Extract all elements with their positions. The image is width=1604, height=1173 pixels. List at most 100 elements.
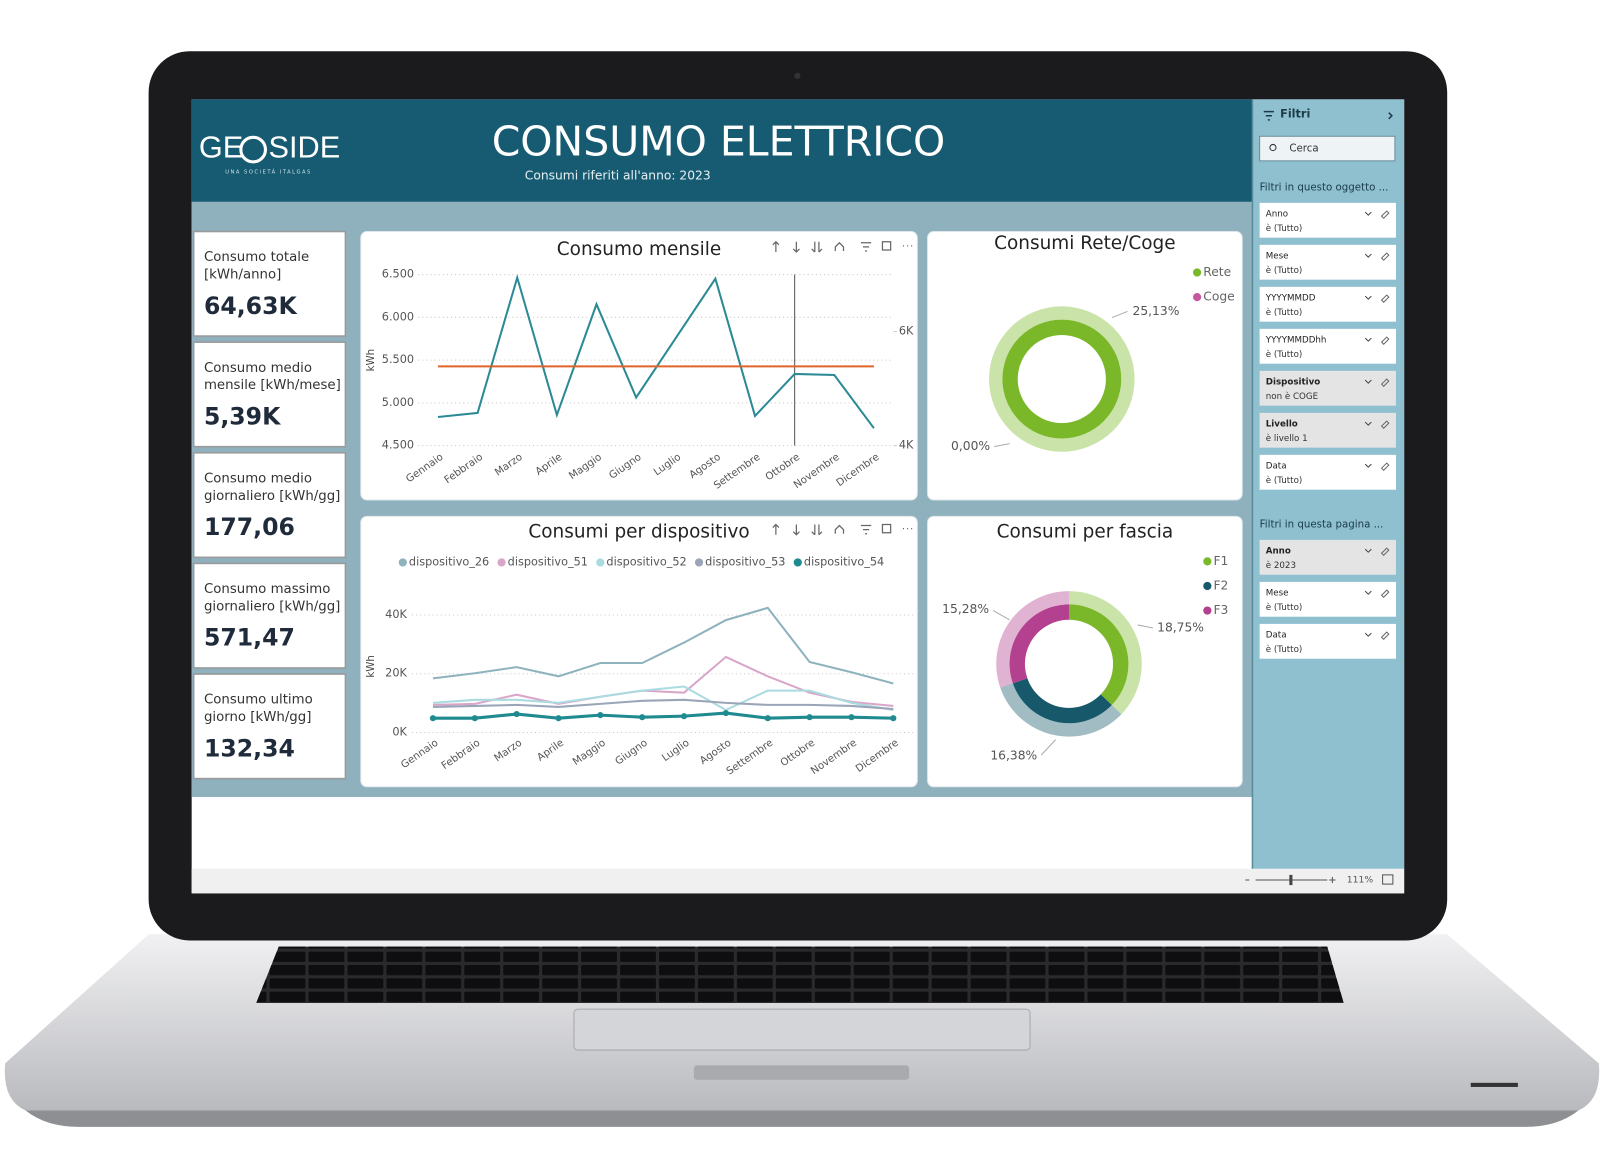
kpi-value: 571,47 xyxy=(204,624,295,652)
toolbar-icon[interactable] xyxy=(792,241,800,253)
filter-expand[interactable] xyxy=(1364,463,1372,468)
legend-label[interactable]: dispositivo_26 xyxy=(409,555,489,568)
dashboard-content: Consumo totale [kWh/anno] 64,63K Consumo me… xyxy=(192,202,1396,788)
toolbar-icon[interactable] xyxy=(772,240,780,253)
filter-card[interactable] xyxy=(1259,328,1396,364)
legend-label[interactable]: dispositivo_51 xyxy=(508,555,588,568)
filter-clear[interactable] xyxy=(1380,294,1390,303)
toolbar-icon[interactable] xyxy=(881,241,892,251)
filter-card[interactable] xyxy=(1259,623,1396,659)
y-axis-label: kWh xyxy=(365,655,377,678)
y-tick-label: 6.000 xyxy=(382,310,414,323)
legend-label[interactable]: Rete xyxy=(1203,265,1231,279)
series-line xyxy=(432,606,894,685)
filter-clear[interactable] xyxy=(1380,378,1390,387)
toolbar-icon[interactable] xyxy=(881,523,892,534)
collapse-button[interactable] xyxy=(1388,112,1393,120)
keys xyxy=(256,946,1344,1003)
filter-card[interactable] xyxy=(1259,581,1396,617)
toolbar-icon[interactable] xyxy=(811,241,823,253)
legend-label[interactable]: F3 xyxy=(1214,603,1229,617)
toolbar-icon[interactable] xyxy=(811,524,823,536)
filter-card[interactable] xyxy=(1259,286,1396,322)
filter-clear[interactable] xyxy=(1380,420,1390,429)
series-line xyxy=(432,655,894,707)
legend-marker xyxy=(793,558,802,567)
visual-toolbar[interactable] xyxy=(772,523,913,536)
filter-expand[interactable] xyxy=(1364,253,1372,258)
filter-card[interactable] xyxy=(1259,370,1396,406)
logo-left: GE xyxy=(199,130,243,165)
filter-card[interactable] xyxy=(1259,412,1396,448)
y-tick-label: 4.500 xyxy=(382,439,414,452)
legend-label[interactable]: dispositivo_53 xyxy=(705,555,785,568)
filter-expand[interactable] xyxy=(1364,632,1372,637)
toolbar-icon[interactable] xyxy=(834,524,845,534)
filter-condition: è livello 1 xyxy=(1266,433,1308,444)
filter-card[interactable] xyxy=(1259,244,1396,280)
dashboard-subtitle: Consumi riferiti all'anno: 2023 xyxy=(525,169,711,183)
legend-label[interactable]: F2 xyxy=(1214,578,1229,592)
filter-clear[interactable] xyxy=(1380,462,1390,471)
visual-toolbar[interactable] xyxy=(772,240,913,253)
toolbar-icon[interactable] xyxy=(860,524,872,535)
filter-clear[interactable] xyxy=(1380,631,1390,640)
filter-expand[interactable] xyxy=(1364,548,1372,553)
filter-condition: non è COGE xyxy=(1266,391,1318,402)
series-line xyxy=(432,685,894,712)
filter-expand[interactable] xyxy=(1364,337,1372,342)
filter-clear[interactable] xyxy=(1380,336,1390,345)
legend-label[interactable]: dispositivo_52 xyxy=(606,555,686,568)
trackpad xyxy=(573,1008,1031,1051)
kpi-value: 64,63K xyxy=(204,292,298,320)
legend-label[interactable]: dispositivo_54 xyxy=(804,555,884,568)
legend-marker xyxy=(497,558,506,567)
toolbar-icon[interactable] xyxy=(834,241,845,251)
filter-card[interactable] xyxy=(1259,454,1396,490)
kpi-card xyxy=(192,341,347,448)
chart-title: Consumo mensile xyxy=(557,239,721,260)
zoom-thumb[interactable] xyxy=(1289,874,1293,886)
donut-slice xyxy=(1068,604,1129,706)
filter-expand[interactable] xyxy=(1364,590,1372,595)
donut-slice-outer xyxy=(1068,591,1142,715)
toolbar-icon[interactable] xyxy=(860,242,872,252)
legend-label[interactable]: Coge xyxy=(1203,290,1234,304)
filter-expand[interactable] xyxy=(1364,421,1372,426)
label-leader xyxy=(1137,624,1154,629)
filter-clear[interactable] xyxy=(1380,547,1390,556)
filter-field: Mese xyxy=(1266,589,1289,599)
kpi-value: 177,06 xyxy=(204,513,295,541)
filter-clear[interactable] xyxy=(1380,589,1390,598)
series-line xyxy=(432,711,894,720)
kpi-label: Consumo massimo xyxy=(204,582,330,597)
filter-field: Data xyxy=(1266,462,1287,472)
filter-expand[interactable] xyxy=(1364,211,1372,216)
zoom-level: 111% xyxy=(1347,875,1374,886)
value-label: 15,28% xyxy=(942,602,989,616)
series-marker xyxy=(597,712,604,719)
search-placeholder: Cerca xyxy=(1289,143,1318,155)
fit-page-button[interactable] xyxy=(1382,874,1394,885)
filter-clear[interactable] xyxy=(1380,252,1390,261)
series-marker xyxy=(890,715,897,722)
header-bar xyxy=(191,99,1253,202)
legend-marker xyxy=(1203,557,1212,566)
filter-card[interactable] xyxy=(1259,202,1396,238)
legend-marker xyxy=(1203,581,1212,591)
filter-expand[interactable] xyxy=(1364,295,1372,300)
series-marker xyxy=(471,715,478,722)
filter-condition: è (Tutto) xyxy=(1266,223,1303,234)
filter-expand[interactable] xyxy=(1364,379,1372,384)
filter-condition: è 2023 xyxy=(1266,560,1296,571)
search-box[interactable] xyxy=(1259,135,1396,162)
toolbar-icon[interactable] xyxy=(772,523,780,535)
legend-label[interactable]: F1 xyxy=(1214,554,1229,568)
y-tick-label: 5.000 xyxy=(382,396,414,409)
toolbar-icon[interactable] xyxy=(792,524,800,536)
filter-card[interactable] xyxy=(1259,539,1396,575)
filter-field: Mese xyxy=(1266,252,1289,262)
kpi-label: Consumo medio xyxy=(204,361,312,376)
kpi-label: giornaliero [kWh/gg] xyxy=(204,599,340,614)
filter-clear[interactable] xyxy=(1380,210,1390,219)
